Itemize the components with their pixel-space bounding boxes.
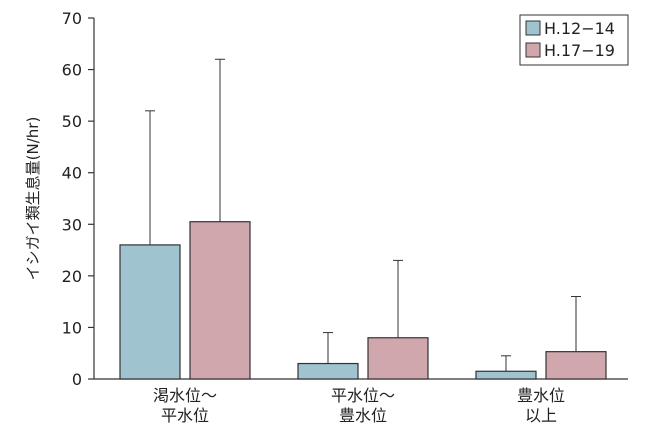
axes	[88, 17, 628, 380]
y-tick-label: 70	[62, 9, 82, 28]
error-bars	[145, 58, 581, 372]
y-tick-label: 20	[62, 267, 82, 286]
bars	[119, 221, 607, 380]
legend: H.12−14 H.17−19	[519, 14, 629, 66]
legend-swatch	[525, 42, 541, 58]
legend-swatch	[525, 20, 541, 36]
bar-2-1	[189, 221, 251, 380]
x-category-label: 平水位	[161, 406, 209, 425]
y-tick-label: 60	[62, 61, 82, 80]
bar-1-3	[475, 370, 537, 380]
x-category-label: 豊水位	[517, 386, 565, 405]
x-category-label: 渇水位〜	[153, 386, 217, 405]
axis-labels: 0 10 20 30 40 50 60 70 イシガイ類生息量(N/hr) 渇水位〜平水位 平水位〜…	[24, 9, 565, 425]
x-category-label: 以上	[525, 406, 557, 425]
y-tick-label: 50	[62, 112, 82, 131]
y-tick-label: 40	[62, 164, 82, 183]
legend-label: H.17−19	[544, 41, 615, 60]
x-category-label: 豊水位	[339, 406, 387, 425]
bar-2-2	[367, 337, 429, 380]
y-axis-title: イシガイ類生息量(N/hr)	[24, 117, 42, 281]
bar-2-3	[545, 351, 607, 380]
y-tick-label: 10	[62, 318, 82, 337]
x-category-label: 平水位〜	[331, 386, 395, 405]
y-tick-label: 30	[62, 215, 82, 234]
legend-label: H.12−14	[544, 19, 615, 38]
y-tick-label: 0	[72, 370, 82, 389]
bar-1-1	[119, 244, 181, 380]
bar-1-2	[297, 362, 359, 380]
